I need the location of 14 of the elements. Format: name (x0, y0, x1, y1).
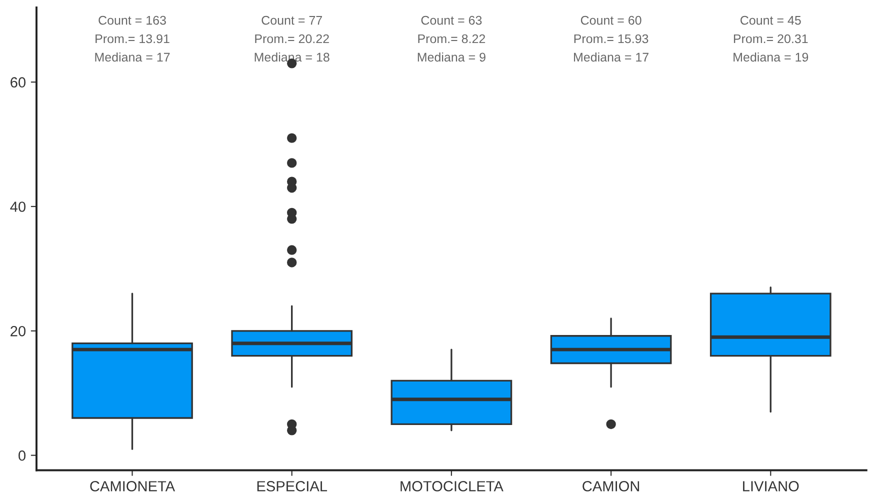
annotation: Count = 60 Prom.= 15.93 Mediana = 17 (574, 16, 648, 62)
x-tick-label: CAMIONETA (90, 481, 176, 492)
annotation: Count = 45 Prom.= 20.31 Mediana = 19 (734, 16, 808, 62)
x-tick-label: LIVIANO (743, 481, 799, 492)
annotation: Count = 63 Prom.= 8.22 Mediana = 9 (418, 16, 486, 62)
annotation: Count = 163 Prom.= 13.91 Mediana = 17 (95, 16, 170, 62)
annotation: Count = 77 Prom.= 20.22 Mediana = 18 (254, 16, 330, 62)
x-tick-label: MOTOCICLETA (400, 481, 504, 492)
x-tick-label: ESPECIAL (257, 481, 328, 492)
y-tick-label: 40 (10, 202, 26, 212)
y-tick-label: 20 (10, 326, 26, 336)
x-tick-label: CAMION (582, 481, 640, 492)
y-tick-label: 60 (10, 77, 26, 88)
y-tick-label: 0 (18, 450, 26, 461)
